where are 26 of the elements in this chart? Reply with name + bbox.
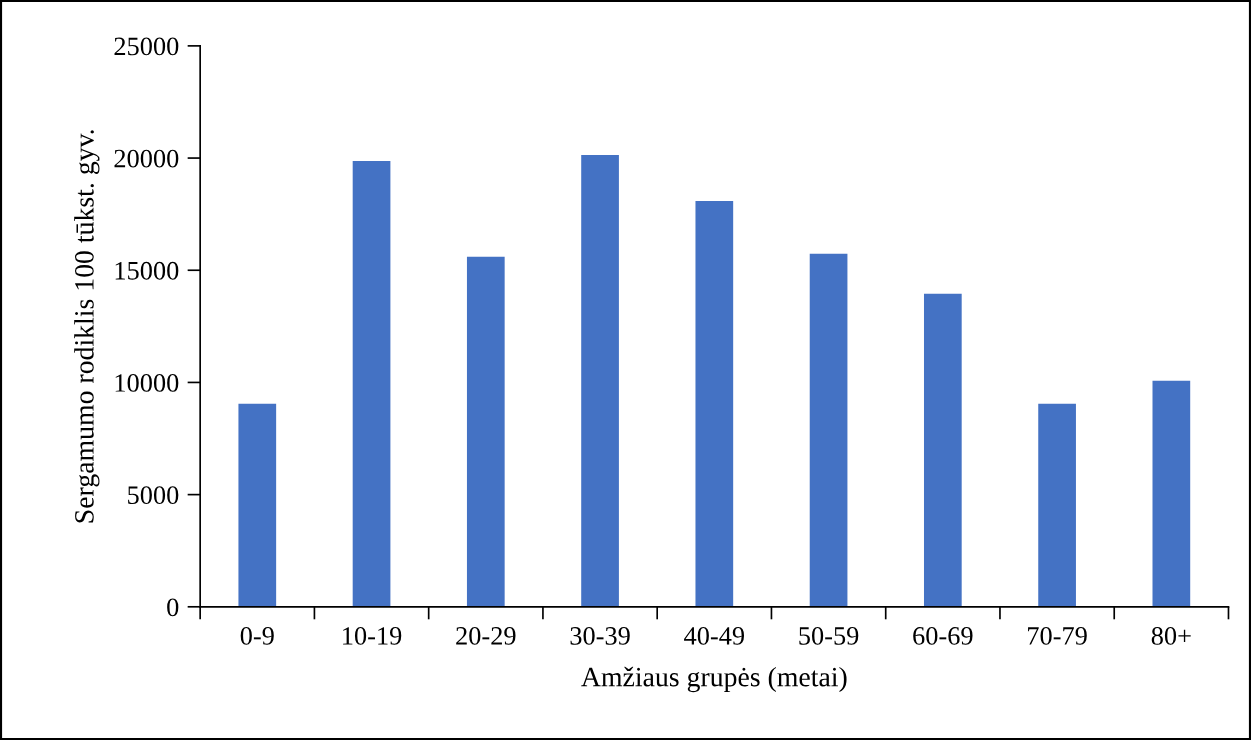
y-axis-title: Sergamumo rodiklis 100 tūkst. gyv. [74, 130, 100, 523]
x-tick-label: 70-79 [1028, 627, 1087, 645]
y-tick-label: 10000 [115, 374, 179, 392]
bar [923, 293, 962, 607]
bar [466, 256, 505, 607]
bar [1038, 403, 1076, 607]
x-tick-label: 50-59 [799, 627, 859, 645]
bar [695, 200, 734, 607]
bar [809, 253, 848, 607]
x-tick-label: 80+ [1151, 627, 1191, 645]
bar [1152, 380, 1191, 607]
y-tick-label: 5000 [128, 486, 179, 505]
x-axis-title: Amžiaus grupės (metai) [581, 666, 847, 693]
y-tick-label: 15000 [115, 261, 179, 280]
y-tick-label: 25000 [114, 37, 179, 56]
bar [352, 160, 391, 607]
y-tick-label: 20000 [114, 149, 179, 168]
x-tick-label: 30-39 [570, 627, 630, 645]
bar [238, 403, 277, 607]
y-tick-label: 0 [167, 598, 179, 617]
bar [581, 154, 619, 607]
x-tick-label: 40-49 [684, 627, 745, 645]
x-tick-label: 10-19 [343, 627, 402, 645]
x-tick-label: 60-69 [913, 627, 973, 645]
x-tick-label: 20-29 [456, 627, 516, 645]
x-tick-label: 0-9 [240, 627, 274, 645]
